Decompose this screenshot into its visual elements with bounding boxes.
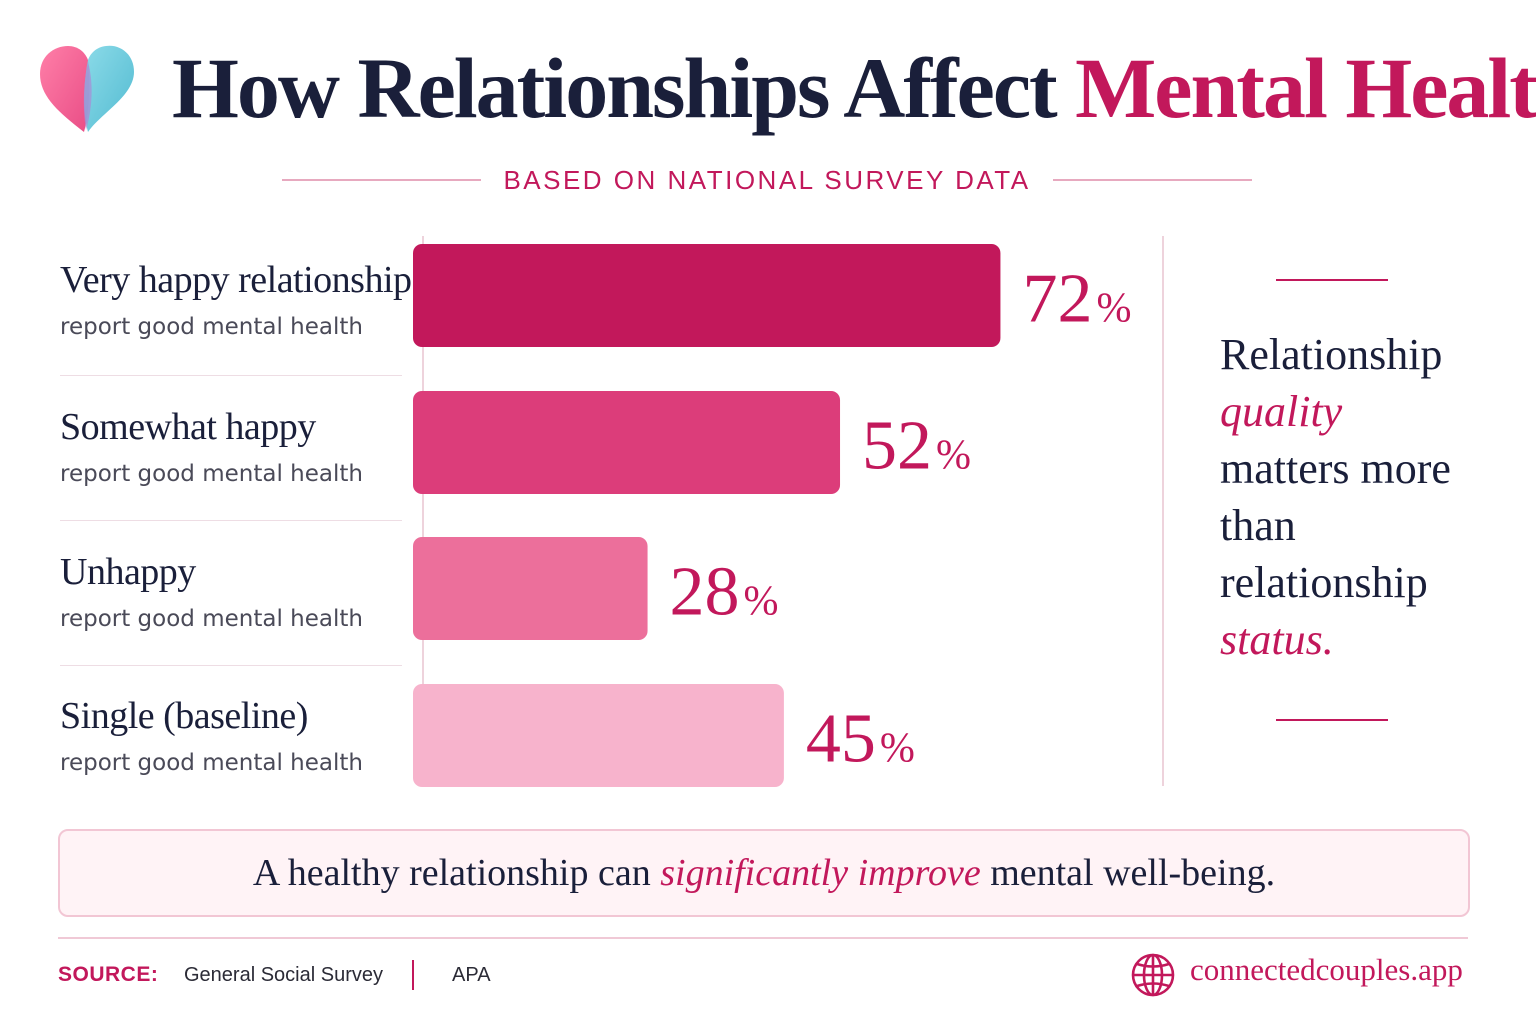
category-label: Very happy relationship — [60, 259, 412, 301]
bar-2 — [413, 391, 841, 494]
globe-icon — [1131, 953, 1175, 997]
website-link[interactable]: connectedcouples.app — [1190, 952, 1463, 987]
quote-emphasis: status. — [1220, 615, 1334, 664]
title-accent-text: Mental Health — [1075, 40, 1536, 136]
value-number: 45 — [806, 701, 876, 778]
value-unit: % — [1096, 286, 1131, 332]
row-divider — [60, 375, 402, 376]
value-number: 72 — [1022, 261, 1092, 338]
value-unit: % — [880, 726, 915, 772]
callout-text: A healthy relationship can significantly… — [253, 851, 1275, 895]
category-label: Single (baseline) — [60, 695, 308, 737]
category-row-single: Single (baseline) report good mental hea… — [60, 694, 405, 778]
category-sublabel: report good mental health — [60, 314, 363, 340]
sidebar-rule-bottom — [1276, 719, 1388, 721]
bar-1 — [413, 244, 1001, 347]
category-sublabel: report good mental health — [60, 606, 363, 632]
quote-line: than — [1220, 501, 1296, 550]
category-label: Somewhat happy — [60, 406, 316, 448]
callout-part: A healthy relationship can — [252, 852, 661, 894]
value-number: 52 — [862, 408, 932, 485]
bar-value-label: 72% — [1022, 261, 1131, 338]
source-item: APA — [452, 964, 491, 986]
row-divider — [60, 520, 402, 521]
category-row-unhappy: Unhappy report good mental health — [60, 550, 405, 634]
value-unit: % — [744, 579, 779, 625]
source-divider — [412, 960, 414, 990]
sidebar-quote: Relationship quality matters more than relat… — [1220, 326, 1520, 668]
subtitle-row: BASED ON NATIONAL SURVEY DATA — [282, 160, 1253, 200]
sidebar-rule-top — [1276, 279, 1388, 281]
heart-icon — [40, 45, 134, 132]
value-unit: % — [936, 433, 971, 479]
title-text: How Relationships Affect — [172, 40, 1076, 136]
footer-rule — [58, 937, 1468, 939]
category-row-very-happy: Very happy relationship report good ment… — [60, 258, 412, 342]
row-divider — [60, 665, 402, 666]
callout-box: A healthy relationship can significantly… — [58, 829, 1470, 917]
category-label: Unhappy — [60, 551, 196, 593]
bar-value-label: 45% — [806, 701, 915, 778]
quote-line: Relationship — [1220, 330, 1443, 379]
bar-4 — [413, 684, 784, 787]
page-title: How Relationships Affect Mental Health — [172, 36, 1536, 140]
value-number: 28 — [670, 554, 740, 631]
chart-axis — [422, 236, 424, 786]
bar-3 — [413, 537, 648, 640]
quote-emphasis: quality — [1220, 387, 1343, 436]
bar-value-label: 28% — [670, 554, 779, 631]
category-sublabel: report good mental health — [60, 750, 363, 776]
category-row-somewhat-happy: Somewhat happy report good mental health — [60, 405, 405, 489]
source-item: General Social Survey — [184, 964, 383, 986]
sidebar-divider — [1162, 236, 1164, 786]
subtitle-rule-left — [282, 179, 482, 181]
subtitle: BASED ON NATIONAL SURVEY DATA — [503, 164, 1031, 195]
callout-part: mental well-being. — [980, 852, 1276, 894]
quote-line: relationship — [1220, 558, 1428, 607]
quote-line: matters more — [1220, 444, 1451, 493]
callout-emphasis: significantly improve — [660, 852, 981, 894]
category-sublabel: report good mental health — [60, 461, 363, 487]
subtitle-rule-right — [1052, 179, 1253, 181]
source-label: SOURCE: — [58, 963, 159, 986]
bar-value-label: 52% — [862, 408, 971, 485]
